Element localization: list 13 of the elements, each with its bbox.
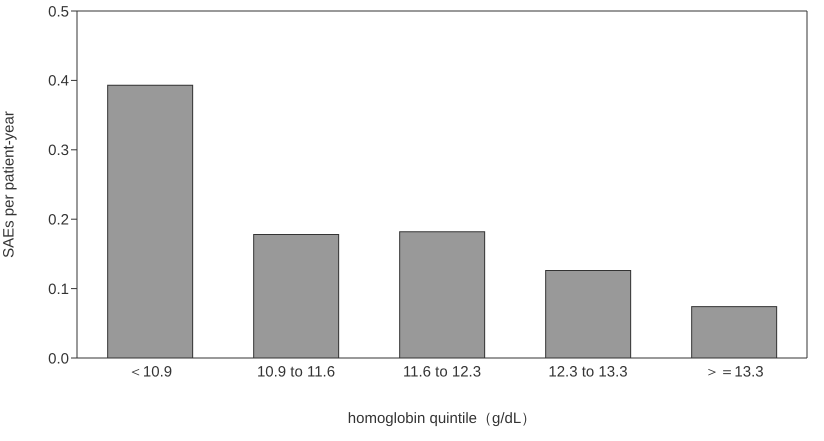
y-tick-label: 0.1: [48, 280, 69, 298]
y-tick-label: 0.4: [48, 72, 69, 90]
y-tick-label: 0.3: [48, 142, 69, 160]
y-tick-label: 0.5: [48, 3, 69, 20]
x-axis-title: homoglobin quintile（g/dL）: [348, 410, 536, 427]
y-tick-label: 0.0: [48, 350, 69, 368]
x-tick-label: ＜10.9: [128, 364, 172, 381]
x-tick-label: 11.6 to 12.3: [402, 364, 482, 381]
x-tick-label: 10.9 to 11.6: [256, 364, 336, 381]
x-tick-label: 12.3 to 13.3: [548, 364, 628, 381]
x-tick-label: ＞＝13.3: [704, 364, 764, 381]
y-tick-label: 0.2: [48, 212, 69, 229]
y-axis-title: SAEs per patient-year: [0, 111, 18, 258]
